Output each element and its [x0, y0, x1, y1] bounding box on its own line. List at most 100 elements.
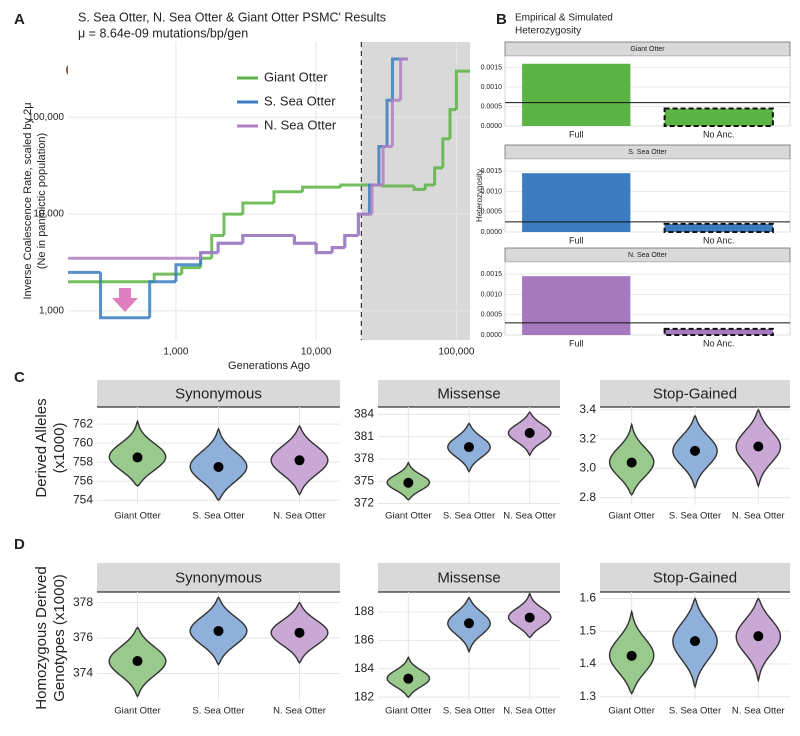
strip-label: Synonymous	[175, 385, 262, 402]
step-segment	[390, 98, 401, 147]
y-tick-label: 378	[354, 451, 374, 465]
x-tick-label: N. Sea Otter	[503, 511, 556, 522]
y-tick-label: 1.5	[579, 623, 596, 637]
x-axis-label: Generations Ago	[228, 360, 310, 372]
step-segment	[292, 235, 317, 245]
bar	[522, 173, 631, 232]
y-tick-label: 1.6	[579, 591, 596, 605]
strip	[600, 380, 790, 407]
legend-label: N. Sea Otter	[264, 117, 337, 132]
step-segment	[272, 190, 303, 204]
y-tick-label: 100,000	[28, 112, 65, 123]
chart-title: Empirical & Simulated	[515, 13, 613, 24]
step-segment	[180, 266, 201, 275]
step-segment	[152, 272, 182, 282]
y-tick-label: 1.4	[579, 656, 596, 670]
mean-point	[464, 618, 474, 629]
x-tick-label: Giant Otter	[608, 706, 654, 717]
mean-point	[132, 452, 143, 463]
mean-point	[753, 441, 764, 452]
x-tick-label: No Anc.	[703, 129, 735, 139]
step-segment	[301, 185, 341, 192]
step-segment	[381, 144, 393, 185]
strip-label: N. Sea Otter	[628, 252, 668, 259]
y-tick-label: 756	[73, 473, 93, 487]
step-segment	[241, 234, 274, 244]
panel-letter: B	[496, 11, 507, 28]
x-tick-label: S. Sea Otter	[192, 511, 244, 522]
strip	[600, 563, 790, 592]
x-tick-label: 10,000	[301, 347, 332, 358]
y-axis-label: (x1000)	[51, 423, 68, 474]
step-segment	[356, 212, 372, 236]
y-tick-label: 0.0010	[481, 188, 503, 195]
strip-label: Missense	[437, 385, 500, 402]
x-tick-label: N. Sea Otter	[273, 511, 326, 522]
x-tick-label: S. Sea Otter	[192, 706, 244, 717]
x-tick-label: Giant Otter	[114, 511, 160, 522]
x-tick-label: S. Sea Otter	[669, 511, 721, 522]
y-axis-label: (Ne in panmictic population)	[36, 133, 48, 269]
chart-title: Heterozygosity	[515, 26, 581, 37]
step-segment	[222, 212, 243, 236]
strip	[378, 380, 560, 407]
y-tick-label: 0.0010	[481, 84, 503, 91]
mean-point	[690, 445, 700, 456]
strip	[97, 563, 340, 592]
mean-point	[403, 477, 414, 488]
y-axis-label: Heterozygosity	[475, 169, 484, 222]
y-tick-label: 762	[73, 416, 93, 430]
step-segment	[330, 246, 345, 253]
x-tick-label: Giant Otter	[385, 706, 431, 717]
y-tick-label: 1.3	[579, 689, 596, 703]
bar	[522, 276, 631, 335]
y-tick-label: 3.0	[579, 461, 596, 475]
bar	[663, 107, 774, 127]
step-segment	[454, 69, 470, 110]
step-segment	[433, 166, 443, 185]
x-tick-label: Giant Otter	[385, 511, 431, 522]
y-tick-label: 372	[354, 496, 374, 510]
strip-label: Missense	[437, 569, 500, 586]
y-tick-label: 0.0000	[481, 229, 503, 236]
strip-label: Synonymous	[175, 569, 262, 586]
y-tick-label: 10,000	[33, 209, 64, 220]
mean-point	[294, 455, 305, 466]
y-tick-label: 0.0000	[481, 123, 503, 130]
panel-letter: A	[14, 11, 25, 28]
mean-point	[132, 656, 143, 667]
x-tick-label: No Anc.	[703, 235, 735, 245]
x-tick-label: N. Sea Otter	[732, 706, 785, 717]
y-tick-label: 3.2	[579, 431, 596, 445]
mean-point	[213, 461, 224, 472]
x-tick-label: N. Sea Otter	[503, 706, 556, 717]
mean-point	[626, 650, 637, 661]
y-tick-label: 188	[354, 604, 374, 618]
mean-point	[690, 636, 700, 647]
y-tick-label: 0.0010	[481, 291, 503, 298]
step-segment	[370, 183, 384, 215]
mean-point	[403, 673, 414, 684]
step-segment	[423, 183, 435, 190]
step-segment	[216, 241, 243, 253]
step-segment	[441, 137, 450, 168]
x-tick-label: S. Sea Otter	[443, 706, 495, 717]
y-tick-label: 0.0005	[481, 312, 503, 319]
arrow	[112, 288, 138, 312]
strip-label: Stop-Gained	[653, 385, 737, 402]
y-tick-label: 0.0015	[481, 65, 503, 72]
bar	[522, 63, 631, 126]
mean-point	[524, 612, 535, 623]
y-axis-label: Homozygous Derived	[33, 566, 50, 709]
shaded-region	[361, 42, 470, 340]
step-segment	[448, 108, 457, 139]
strip	[97, 380, 340, 407]
x-tick-label: Full	[569, 338, 584, 348]
x-tick-label: Full	[569, 129, 584, 139]
mean-point	[626, 457, 637, 468]
step-segment	[210, 234, 224, 259]
panel-letter: D	[14, 536, 25, 553]
legend-label: Giant Otter	[264, 69, 328, 84]
strip	[378, 563, 560, 592]
